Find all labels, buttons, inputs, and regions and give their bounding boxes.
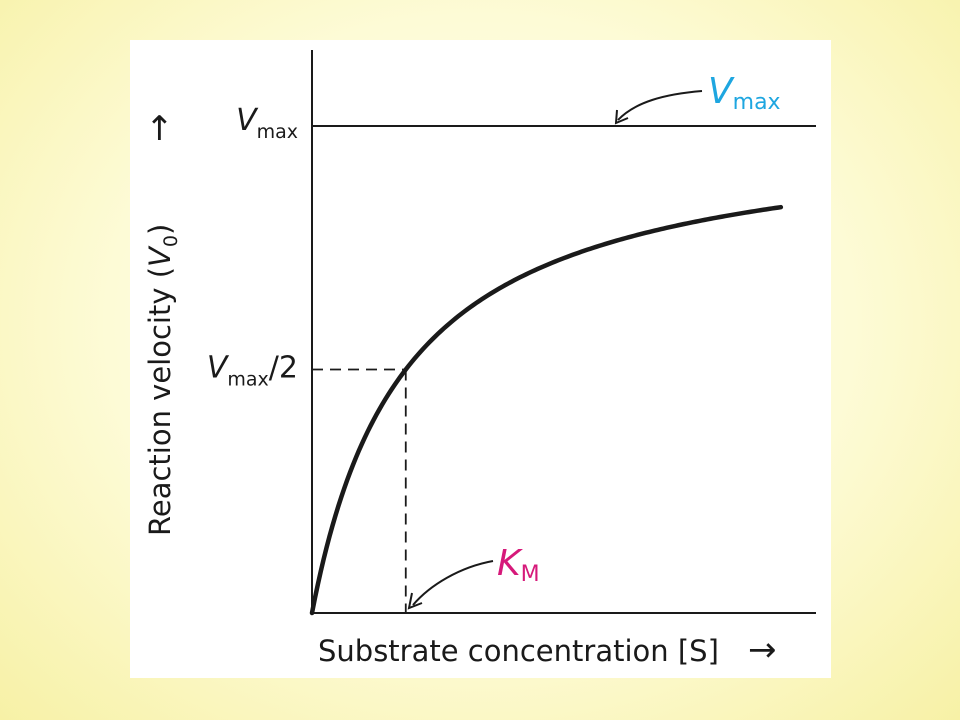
y-axis-label-var: V	[143, 245, 177, 267]
tick-half-var: V	[207, 351, 230, 386]
y-axis-arrow: →	[139, 114, 179, 143]
vmax-annotation-sub: max	[733, 90, 781, 115]
vmax-annotation-var: V	[708, 71, 735, 112]
michaelis-menten-chart: Vmax Vmax/2 Vmax KM Substrate concentrat…	[139, 50, 816, 670]
vmax-annotation: Vmax	[708, 71, 781, 115]
tick-vmax-sub: max	[257, 121, 298, 143]
tick-label-vmax: Vmax	[236, 103, 298, 143]
chart-panel: Vmax Vmax/2 Vmax KM Substrate concentrat…	[130, 40, 831, 678]
tick-half-suffix: /2	[269, 351, 298, 386]
vmax-callout-arrowhead	[614, 109, 629, 125]
saturation-curve	[309, 204, 784, 616]
tick-label-half-vmax: Vmax/2	[207, 351, 298, 391]
tick-vmax-var: V	[236, 103, 259, 138]
km-annotation-sub: M	[521, 562, 540, 587]
y-axis-label-prefix: Reaction velocity (	[143, 267, 177, 536]
tick-half-sub: max	[227, 369, 268, 391]
y-axis-label: Reaction velocity (V0)	[143, 224, 182, 536]
x-axis-arrow: →	[748, 630, 777, 670]
vmax-callout-arrow	[617, 90, 703, 121]
km-callout-arrow	[412, 560, 494, 606]
km-callout-arrowhead	[407, 592, 423, 610]
km-annotation-var: K	[497, 543, 523, 584]
y-axis-label-group: Reaction velocity (V0) →	[139, 114, 182, 537]
km-annotation: KM	[497, 543, 540, 587]
y-axis-label-suffix: )	[143, 224, 177, 235]
x-axis-label: Substrate concentration [S]	[318, 634, 719, 668]
y-axis-label-sub: 0	[160, 235, 182, 247]
